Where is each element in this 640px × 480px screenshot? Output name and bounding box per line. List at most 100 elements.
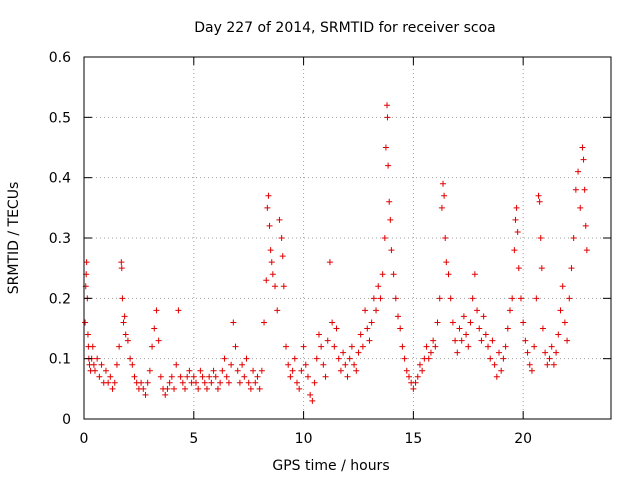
data-point xyxy=(142,391,149,398)
data-point xyxy=(524,349,531,356)
data-point xyxy=(105,379,112,386)
data-point xyxy=(149,343,156,350)
data-point xyxy=(482,331,489,338)
data-point xyxy=(166,379,173,386)
y-tick-label: 0.6 xyxy=(49,50,71,66)
data-point xyxy=(469,295,476,302)
data-point xyxy=(555,331,562,338)
data-point xyxy=(430,337,437,344)
data-point xyxy=(186,367,193,374)
data-point xyxy=(291,355,298,362)
data-point xyxy=(221,355,228,362)
data-point xyxy=(517,295,524,302)
data-points-layer xyxy=(82,102,590,404)
data-point xyxy=(449,319,456,326)
data-point xyxy=(83,259,90,266)
x-tick-label: 15 xyxy=(404,431,422,447)
data-point xyxy=(379,271,386,278)
data-point xyxy=(289,367,296,374)
data-point xyxy=(432,343,439,350)
x-tick-label: 5 xyxy=(189,431,198,447)
data-point xyxy=(387,216,394,223)
data-point xyxy=(324,337,331,344)
data-point xyxy=(443,259,450,266)
data-point xyxy=(90,361,97,368)
data-point xyxy=(258,367,265,374)
data-point xyxy=(280,283,287,290)
data-point xyxy=(223,373,230,380)
data-point xyxy=(511,247,518,254)
data-point xyxy=(179,379,186,386)
data-point xyxy=(388,247,395,254)
y-tick-label: 0.1 xyxy=(49,352,71,368)
data-point xyxy=(395,313,402,320)
data-point xyxy=(537,235,544,241)
data-point xyxy=(206,373,213,380)
data-point xyxy=(397,325,404,332)
y-tick-label: 0 xyxy=(62,412,71,428)
data-point xyxy=(344,373,351,380)
data-point xyxy=(465,343,472,350)
data-point xyxy=(337,367,344,374)
data-point xyxy=(368,319,375,326)
data-point xyxy=(263,277,270,284)
data-point xyxy=(278,235,285,241)
data-point xyxy=(122,331,129,338)
data-point xyxy=(190,373,197,380)
data-point xyxy=(121,313,128,320)
data-point xyxy=(377,295,384,302)
data-point xyxy=(192,379,199,386)
data-point xyxy=(544,361,551,368)
data-point xyxy=(580,156,587,163)
data-point xyxy=(452,337,459,344)
data-point xyxy=(119,295,126,302)
data-point xyxy=(546,355,553,362)
data-point xyxy=(359,343,366,350)
data-point xyxy=(320,361,327,368)
data-point xyxy=(357,331,364,338)
grid-layer xyxy=(84,57,611,419)
data-point xyxy=(425,355,432,362)
data-point xyxy=(496,349,503,356)
data-point xyxy=(474,307,481,314)
data-point xyxy=(276,216,283,223)
x-tick-label: 20 xyxy=(514,431,532,447)
data-point xyxy=(500,355,507,362)
data-point xyxy=(509,295,516,302)
data-point xyxy=(127,355,134,362)
data-point xyxy=(564,337,571,344)
data-point xyxy=(315,331,322,338)
data-point xyxy=(340,349,347,356)
data-point xyxy=(267,247,274,254)
data-point xyxy=(542,349,549,356)
data-point xyxy=(250,367,257,374)
data-point xyxy=(506,307,513,314)
data-point xyxy=(118,259,125,266)
data-point xyxy=(199,373,206,380)
data-point xyxy=(445,271,452,278)
data-point xyxy=(438,204,445,211)
data-point xyxy=(399,343,406,350)
data-point xyxy=(144,379,151,386)
data-point xyxy=(335,355,342,362)
data-point xyxy=(583,247,590,254)
data-point xyxy=(197,367,204,374)
data-point xyxy=(264,204,271,211)
data-point xyxy=(212,373,219,380)
data-point xyxy=(515,265,522,272)
data-point xyxy=(175,307,182,314)
data-point xyxy=(111,379,118,386)
data-point xyxy=(375,283,382,290)
data-point xyxy=(582,222,589,229)
data-point xyxy=(566,295,573,302)
data-point xyxy=(91,367,98,374)
data-point xyxy=(331,343,338,350)
data-point xyxy=(423,343,430,350)
data-point xyxy=(333,325,340,332)
data-point xyxy=(168,373,175,380)
data-point xyxy=(203,385,210,392)
data-point xyxy=(348,343,355,350)
data-point xyxy=(480,313,487,320)
data-point xyxy=(177,373,184,380)
